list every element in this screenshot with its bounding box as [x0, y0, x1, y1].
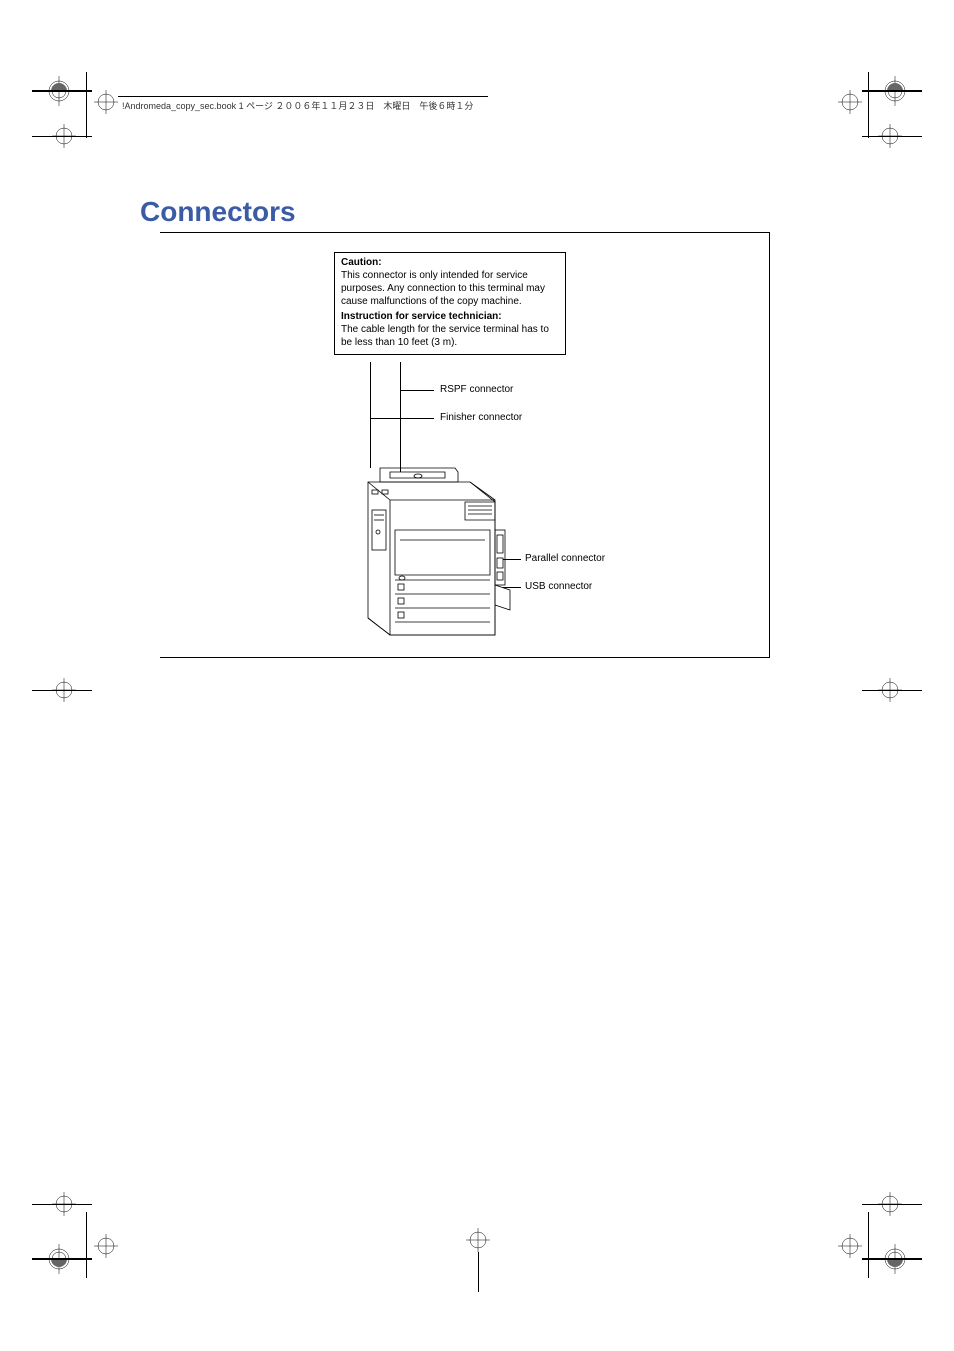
crop-h-left-lower: [32, 1204, 92, 1205]
reg-mark-bottom-left-inner: [94, 1234, 118, 1258]
crop-v-bl: [86, 1212, 87, 1278]
finisher-leader-h: [370, 418, 434, 419]
crop-v-tr: [868, 72, 869, 138]
crop-h-right-mid: [862, 690, 922, 691]
reg-mark-bottom-center: [466, 1228, 490, 1252]
crop-h-right-lower: [862, 1204, 922, 1205]
header-rule: [118, 96, 488, 97]
crop-h-br-thick: [862, 1258, 922, 1260]
printer-diagram: [340, 460, 520, 665]
caution-body-1: This connector is only intended for serv…: [341, 269, 559, 308]
page-title: Connectors: [140, 196, 296, 228]
reg-mark-top-left-inner: [94, 90, 118, 114]
caution-body-2: The cable length for the service termina…: [341, 323, 559, 349]
rspf-label: RSPF connector: [440, 384, 513, 395]
leader-line-2: [400, 362, 401, 472]
rspf-leader-hook: [400, 390, 401, 391]
crop-h-left-mid: [32, 690, 92, 691]
crop-h-tl-thick: [32, 90, 92, 92]
finisher-label: Finisher connector: [440, 412, 522, 423]
usb-label: USB connector: [525, 581, 592, 592]
caution-heading-2: Instruction for service technician:: [341, 310, 559, 323]
parallel-label: Parallel connector: [525, 553, 605, 564]
caution-box: Caution: This connector is only intended…: [334, 252, 566, 355]
crop-v-br: [868, 1212, 869, 1278]
crop-v-tl: [86, 72, 87, 138]
reg-mark-bottom-right-inner: [838, 1234, 862, 1258]
crop-h-left-upper: [32, 136, 92, 137]
header-file-info: !Andromeda_copy_sec.book 1 ページ ２００６年１１月２…: [122, 99, 473, 112]
reg-mark-top-right-inner: [838, 90, 862, 114]
crop-h-bl-thick: [32, 1258, 92, 1260]
caution-heading-1: Caution:: [341, 256, 559, 269]
rspf-leader-h: [400, 390, 434, 391]
leader-line-1: [370, 362, 371, 468]
crop-h-tr-thick: [862, 90, 922, 92]
crop-v-bottom-center: [478, 1252, 479, 1292]
crop-h-right-upper: [862, 136, 922, 137]
